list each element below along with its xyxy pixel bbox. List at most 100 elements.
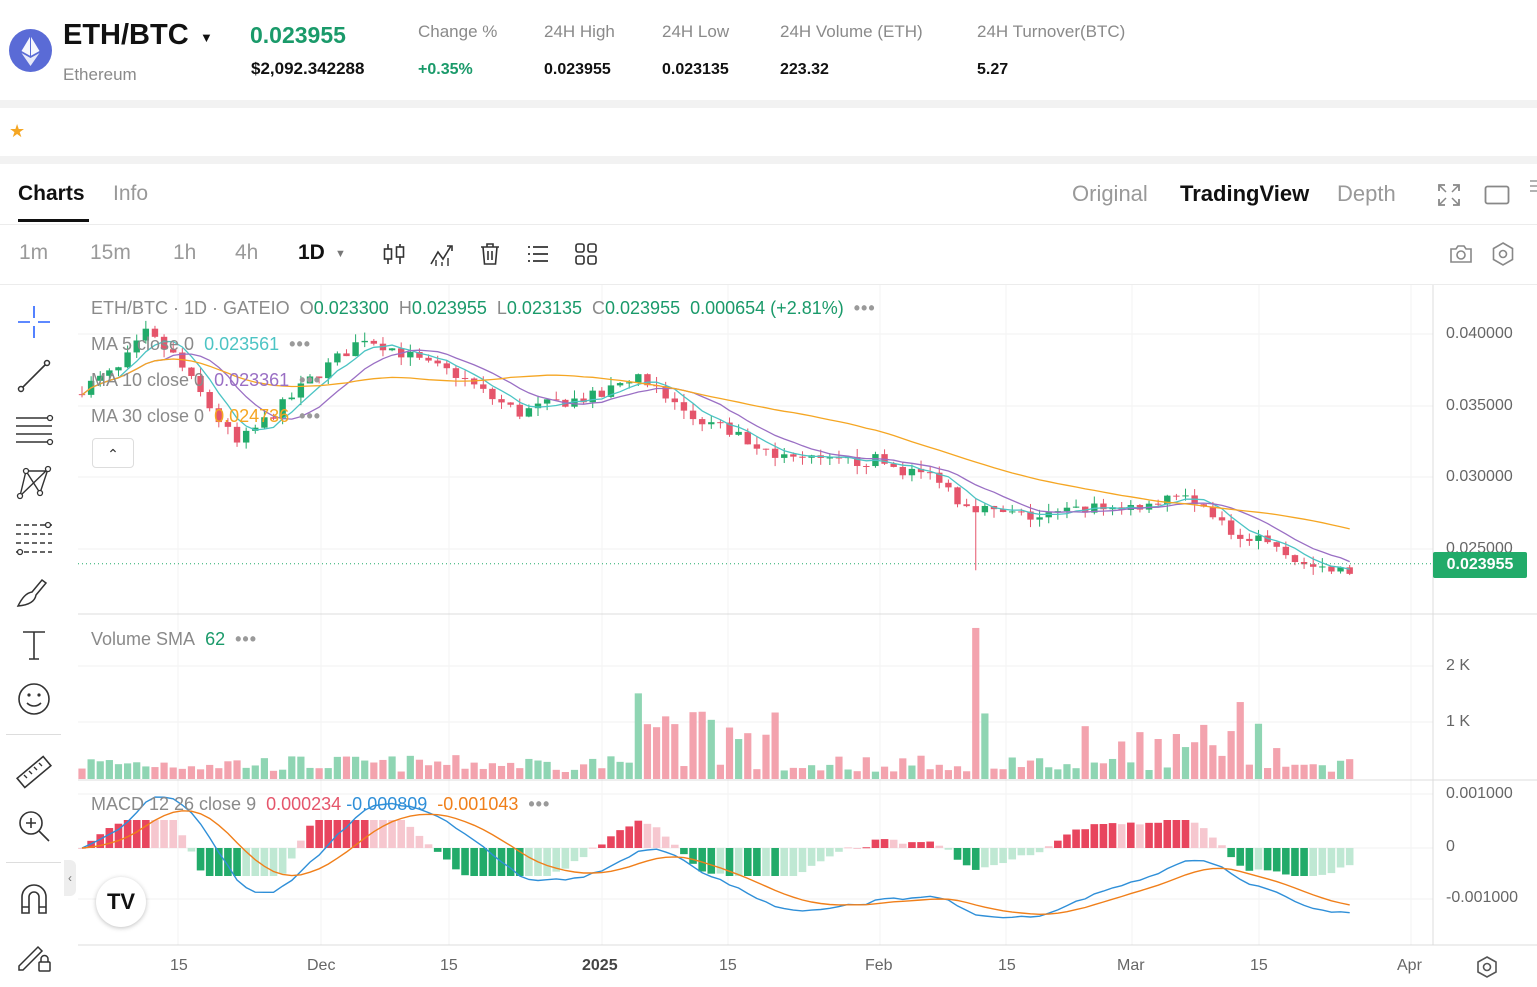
- macd-hist-bar: [1008, 848, 1017, 860]
- timeframe-dropdown-icon[interactable]: ▼: [335, 248, 346, 260]
- collapse-toolbar-icon[interactable]: ‹: [64, 860, 76, 896]
- magnet-icon[interactable]: [14, 879, 54, 919]
- volume-bar: [251, 765, 259, 779]
- timeframe-1h[interactable]: 1h: [173, 241, 197, 264]
- macd-hist-bar: [707, 848, 716, 874]
- pattern-icon[interactable]: [14, 463, 54, 503]
- tab-depth[interactable]: Depth: [1337, 181, 1396, 206]
- macd-hist-bar: [515, 848, 524, 876]
- volume-bar: [643, 724, 652, 779]
- macd-hist-bar: [652, 827, 661, 848]
- stat-value-low: 0.023135: [662, 61, 729, 78]
- candle-body: [1154, 503, 1162, 505]
- tab-info[interactable]: Info: [113, 182, 149, 205]
- macd-hist-bar: [926, 841, 934, 848]
- macd-hist-bar: [1291, 848, 1299, 876]
- volume-bar: [871, 771, 880, 779]
- ma5-more-icon[interactable]: •••: [289, 334, 312, 354]
- volume-bar: [1200, 724, 1208, 779]
- brush-icon[interactable]: [14, 572, 54, 612]
- volume-bar: [488, 763, 496, 779]
- macd-hist-bar: [324, 820, 333, 848]
- layout-icon[interactable]: [572, 240, 600, 268]
- emoji-icon[interactable]: [14, 679, 54, 719]
- zoom-in-icon[interactable]: [14, 806, 54, 846]
- candle-body: [434, 360, 441, 364]
- parallel-lines-icon[interactable]: [14, 410, 54, 450]
- volume-more-icon[interactable]: •••: [235, 629, 258, 649]
- tab-original[interactable]: Original: [1072, 181, 1148, 206]
- candle-body: [407, 351, 414, 358]
- settings-icon[interactable]: [1489, 240, 1517, 268]
- candle-body: [580, 398, 587, 403]
- candle-body: [762, 448, 770, 450]
- list-icon[interactable]: [524, 240, 552, 268]
- volume-bar: [1181, 747, 1190, 779]
- candle-body: [598, 390, 606, 397]
- tab-charts[interactable]: Charts: [18, 182, 85, 205]
- candle-body: [106, 370, 113, 376]
- pair-name[interactable]: ETH/BTC: [63, 19, 189, 51]
- candle-body: [735, 431, 742, 435]
- macd-hist-bar: [853, 847, 861, 849]
- macd-hist-bar: [1254, 848, 1263, 870]
- legend-change: 0.000654 (+2.81%): [690, 298, 844, 318]
- timeframe-1m[interactable]: 1m: [19, 241, 49, 264]
- ma-line: [81, 358, 1350, 530]
- tab-tradingview[interactable]: TradingView: [1180, 181, 1310, 206]
- delete-icon[interactable]: [476, 240, 504, 268]
- macd-hist-bar: [1318, 848, 1327, 875]
- macd-hist-bar: [360, 820, 369, 848]
- volume-bar: [379, 759, 387, 779]
- timeframe-15m[interactable]: 15m: [90, 241, 131, 264]
- volume-bar: [926, 769, 934, 779]
- volume-bar: [917, 755, 925, 779]
- fib-icon[interactable]: [14, 517, 54, 557]
- indicators-icon[interactable]: [428, 240, 456, 268]
- candle-body: [781, 454, 788, 458]
- candle-body: [890, 463, 897, 467]
- ruler-icon[interactable]: [14, 752, 54, 792]
- trendline-icon[interactable]: [14, 356, 54, 396]
- candle-body: [1310, 564, 1317, 567]
- text-icon[interactable]: [14, 625, 54, 665]
- volume-bar: [762, 734, 770, 779]
- pair-dropdown-icon[interactable]: ▼: [200, 30, 213, 45]
- macd-hist-bar: [798, 848, 807, 873]
- macd-more-icon[interactable]: •••: [528, 794, 551, 814]
- window-icon[interactable]: [1484, 184, 1510, 206]
- ma30-more-icon[interactable]: •••: [299, 406, 322, 426]
- fullscreen-icon[interactable]: [1437, 183, 1461, 207]
- legend-more-icon[interactable]: •••: [853, 298, 876, 318]
- macd-hist-bar: [1236, 848, 1245, 866]
- lock-draw-icon[interactable]: [14, 934, 54, 974]
- volume-bar: [1264, 768, 1272, 779]
- crosshair-icon[interactable]: [14, 302, 54, 342]
- volume-bar: [999, 769, 1007, 779]
- macd-hist-bar: [525, 848, 533, 876]
- legend-collapse-button[interactable]: ⌃: [92, 438, 134, 468]
- candle-body: [945, 482, 952, 488]
- candle-body: [790, 454, 797, 457]
- volume-bar: [1273, 748, 1281, 779]
- time-axis-settings-icon[interactable]: [1475, 955, 1499, 979]
- volume-bar: [269, 770, 278, 779]
- chart-canvas[interactable]: [0, 285, 1537, 987]
- candles-icon[interactable]: [380, 240, 408, 268]
- menu-icon[interactable]: [1527, 178, 1537, 198]
- favorite-star-icon[interactable]: ★: [9, 121, 26, 141]
- macd-hist-bar: [1108, 823, 1117, 848]
- time-axis-label: 15: [440, 957, 458, 974]
- macd-hist-bar: [844, 847, 852, 849]
- volume-bar: [507, 762, 515, 779]
- macd-hist-bar: [826, 848, 834, 857]
- macd-hist-bar: [771, 848, 779, 876]
- volume-bar: [178, 768, 186, 779]
- candle-body: [325, 362, 332, 379]
- ma10-more-icon[interactable]: •••: [299, 370, 322, 390]
- legend-ma10: MA 10 close 0 0.023361 •••: [91, 370, 321, 391]
- camera-icon[interactable]: [1447, 240, 1475, 268]
- timeframe-4h[interactable]: 4h: [235, 241, 259, 264]
- timeframe-1d[interactable]: 1D: [298, 241, 325, 264]
- volume-bar: [1081, 726, 1089, 779]
